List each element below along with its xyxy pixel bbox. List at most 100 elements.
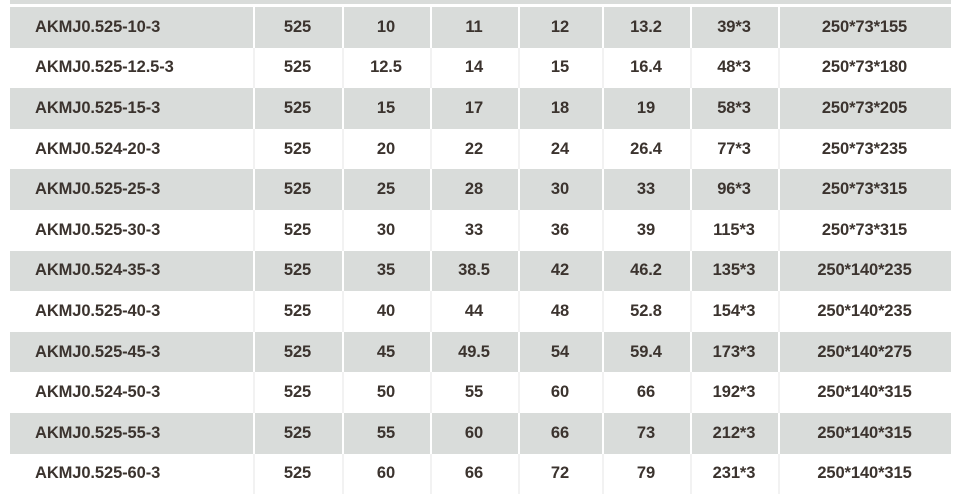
table-cell: 250*73*235 (778, 128, 951, 170)
table-cell: 18 (518, 88, 602, 129)
table-cell: 17 (430, 88, 518, 129)
table-cell: 24 (518, 128, 602, 170)
table-cell: 15 (518, 47, 602, 89)
table-cell: 77*3 (690, 128, 778, 170)
table-cell: 231*3 (690, 453, 778, 495)
table-cell: 33 (430, 209, 518, 251)
table-row: AKMJ0.525-30-3 525 30 33 36 39 115*3 250*73*315 (10, 209, 951, 251)
table-cell: 525 (253, 372, 342, 413)
table-cell: 525 (253, 7, 342, 48)
table-cell: 73 (602, 412, 690, 454)
table-cell: 46.2 (602, 250, 690, 292)
cell-model: AKMJ0.525-15-3 (35, 98, 161, 117)
table-cell: 525 (253, 47, 342, 89)
cell-model: AKMJ0.525-10-3 (35, 17, 161, 36)
table-cell: 525 (253, 169, 342, 210)
table-row: AKMJ0.524-20-3 525 20 22 24 26.4 77*3 250*73*23… (10, 128, 951, 170)
table-cell: 66 (602, 372, 690, 413)
table-cell: 22 (430, 128, 518, 170)
table-cell: 173*3 (690, 331, 778, 373)
table-cell: 39 (602, 209, 690, 251)
table-cell: 525 (253, 209, 342, 251)
table-cell: 39*3 (690, 7, 778, 48)
table-cell: 19 (602, 88, 690, 129)
table-cell: 58*3 (690, 88, 778, 129)
table-cell: 14 (430, 47, 518, 89)
table-cell: 44 (430, 291, 518, 332)
table-cell: 250*140*275 (778, 331, 951, 373)
table-row: AKMJ0.525-12.5-3 525 12.5 14 15 16.4 48*3 250*7… (10, 47, 951, 89)
table-row: AKMJ0.525-60-3 525 60 66 72 79 231*3 250*140*31… (10, 453, 951, 495)
table-cell: 54 (518, 331, 602, 373)
cell-model: AKMJ0.525-40-3 (35, 301, 161, 320)
table-cell: 250*140*235 (778, 250, 951, 292)
table-cell: 25 (342, 169, 430, 210)
table-cell: 212*3 (690, 412, 778, 454)
table-cell: 60 (342, 453, 430, 495)
table-cell: 10 (342, 7, 430, 48)
table-row: AKMJ0.525-10-3 525 10 11 12 13.2 39*3 250*73*15… (10, 7, 951, 48)
table-row: AKMJ0.525-25-3 525 25 28 30 33 96*3 250*73*315 (10, 169, 951, 210)
table-cell: 35 (342, 250, 430, 292)
table-cell: 250*73*155 (778, 7, 951, 48)
table-cell: 250*73*315 (778, 169, 951, 210)
table-cell: 154*3 (690, 291, 778, 332)
table-cell: 59.4 (602, 331, 690, 373)
table-cell: 525 (253, 331, 342, 373)
table-cell: 28 (430, 169, 518, 210)
table-cell: 36 (518, 209, 602, 251)
table-cell: 42 (518, 250, 602, 292)
table-cell: 33 (602, 169, 690, 210)
table-cell: 48*3 (690, 47, 778, 89)
table-cell: 250*140*315 (778, 412, 951, 454)
table-cell: 26.4 (602, 128, 690, 170)
table-top-row-sliver (10, 0, 951, 4)
table-cell: 13.2 (602, 7, 690, 48)
cell-model: AKMJ0.524-50-3 (35, 383, 161, 402)
table-cell: 96*3 (690, 169, 778, 210)
table-cell: 50 (342, 372, 430, 413)
table-cell: 250*73*315 (778, 209, 951, 251)
table-row: AKMJ0.525-55-3 525 55 60 66 73 212*3 250*140*31… (10, 412, 951, 454)
table-cell: 135*3 (690, 250, 778, 292)
table-cell: 66 (430, 453, 518, 495)
table-cell: 49.5 (430, 331, 518, 373)
table-row: AKMJ0.525-45-3 525 45 49.5 54 59.4 173*3 250*14… (10, 331, 951, 373)
table-cell: 525 (253, 291, 342, 332)
cell-model: AKMJ0.524-35-3 (35, 261, 161, 280)
table-cell: 525 (253, 250, 342, 292)
table-cell: 30 (342, 209, 430, 251)
cell-model: AKMJ0.525-25-3 (35, 180, 161, 199)
cell-model: AKMJ0.524-20-3 (35, 139, 161, 158)
table-cell: 15 (342, 88, 430, 129)
table-cell: 525 (253, 453, 342, 495)
table-cell: 250*73*180 (778, 47, 951, 89)
table-cell: 525 (253, 128, 342, 170)
table-cell: 11 (430, 7, 518, 48)
table-cell: 525 (253, 88, 342, 129)
table-cell: 12.5 (342, 47, 430, 89)
table-cell: 250*140*235 (778, 291, 951, 332)
table-cell: 16.4 (602, 47, 690, 89)
cell-model: AKMJ0.525-55-3 (35, 423, 161, 442)
table-cell: 250*73*205 (778, 88, 951, 129)
table-cell: 40 (342, 291, 430, 332)
table-cell: 115*3 (690, 209, 778, 251)
table-cell: 38.5 (430, 250, 518, 292)
table-cell: 55 (342, 412, 430, 454)
cell-model: AKMJ0.525-60-3 (35, 464, 161, 483)
table-cell: 20 (342, 128, 430, 170)
table-cell: 30 (518, 169, 602, 210)
table-cell: 66 (518, 412, 602, 454)
table-cell: 60 (518, 372, 602, 413)
table-cell: 12 (518, 7, 602, 48)
table-row: AKMJ0.525-15-3 525 15 17 18 19 58*3 250*73*205 (10, 88, 951, 129)
cell-model: AKMJ0.525-45-3 (35, 342, 161, 361)
table-cell: 60 (430, 412, 518, 454)
table-cell: 525 (253, 412, 342, 454)
table-cell: 72 (518, 453, 602, 495)
cell-model: AKMJ0.525-12.5-3 (35, 58, 174, 77)
table-cell: 250*140*315 (778, 453, 951, 495)
table-cell: 192*3 (690, 372, 778, 413)
